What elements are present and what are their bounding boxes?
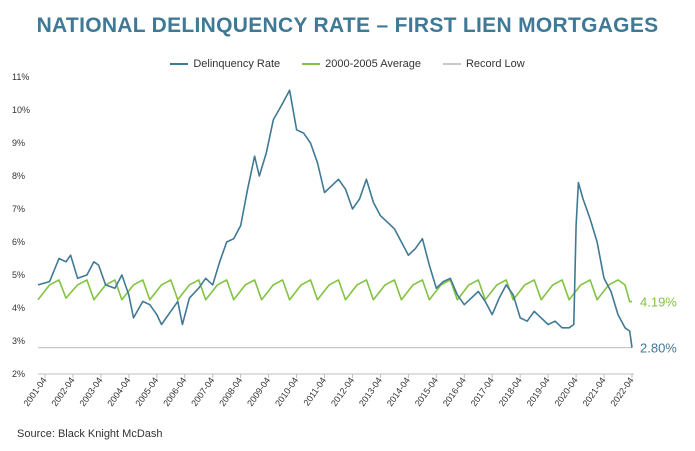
- x-tick-label: 2016-04: [441, 375, 468, 408]
- series-2000-2005-average: [37, 279, 632, 303]
- y-tick-label: 4%: [12, 303, 25, 313]
- chart-end-labels: 4.19% 2.80%: [640, 295, 677, 356]
- x-tick-label: 2009-04: [245, 375, 272, 408]
- legend-label-record-low: Record Low: [465, 58, 525, 70]
- x-tick-label: 2003-04: [77, 375, 104, 408]
- x-tick-label: 2001-04: [21, 375, 48, 408]
- legend-label-average: 2000-2005 Average: [325, 58, 421, 70]
- x-tick-label: 2021-04: [581, 375, 608, 408]
- x-tick-label: 2007-04: [189, 375, 216, 408]
- chart-title: NATIONAL DELINQUENCY RATE – FIRST LIEN M…: [36, 14, 659, 37]
- end-label-delinquency: 2.80%: [640, 341, 677, 356]
- legend-label-delinquency: Delinquency Rate: [193, 58, 281, 70]
- chart-series: [37, 89, 633, 349]
- x-tick-label: 2015-04: [413, 375, 440, 408]
- x-tick-label: 2022-04: [609, 375, 636, 408]
- chart-legend: Delinquency Rate 2000-2005 Average Recor…: [0, 58, 695, 70]
- x-tick-label: 2005-04: [133, 375, 160, 408]
- x-tick-label: 2006-04: [161, 375, 188, 408]
- y-tick-label: 11%: [12, 72, 29, 82]
- y-tick-label: 6%: [12, 237, 25, 247]
- x-tick-label: 2011-04: [301, 375, 328, 407]
- x-tick-label: 2013-04: [357, 375, 384, 408]
- legend-swatch-average: [302, 63, 321, 65]
- series-delinquency-rate: [37, 89, 633, 348]
- legend-item-delinquency: Delinquency Rate: [170, 58, 280, 70]
- legend-item-record-low: Record Low: [442, 58, 525, 70]
- y-tick-label: 5%: [12, 270, 25, 280]
- y-tick-label: 7%: [12, 204, 25, 214]
- chart-source: Source: Black Knight McDash: [17, 428, 163, 440]
- legend-swatch-record-low: [442, 63, 461, 65]
- x-tick-label: 2008-04: [217, 375, 244, 408]
- x-tick-label: 2017-04: [469, 375, 496, 408]
- x-tick-label: 2020-04: [553, 375, 580, 408]
- x-tick-label: 2014-04: [385, 375, 412, 408]
- y-tick-label: 2%: [12, 369, 25, 379]
- x-tick-label: 2019-04: [525, 375, 552, 408]
- x-tick-label: 2010-04: [273, 375, 300, 408]
- legend-item-average: 2000-2005 Average: [302, 58, 421, 70]
- y-tick-label: 9%: [12, 138, 25, 148]
- legend-swatch-delinquency: [170, 63, 189, 65]
- y-tick-label: 10%: [12, 105, 30, 115]
- end-label-average: 4.19%: [640, 295, 677, 310]
- x-tick-label: 2002-04: [49, 375, 76, 408]
- y-tick-label: 3%: [12, 336, 25, 346]
- y-tick-label: 8%: [12, 171, 25, 181]
- x-tick-label: 2018-04: [497, 375, 524, 408]
- x-tick-label: 2004-04: [105, 375, 132, 408]
- chart-axes: 2% 3% 4% 5% 6% 7% 8% 9% 10% 11% 2001-04 2002-04 2003…: [12, 72, 636, 408]
- x-tick-label: 2012-04: [329, 375, 356, 408]
